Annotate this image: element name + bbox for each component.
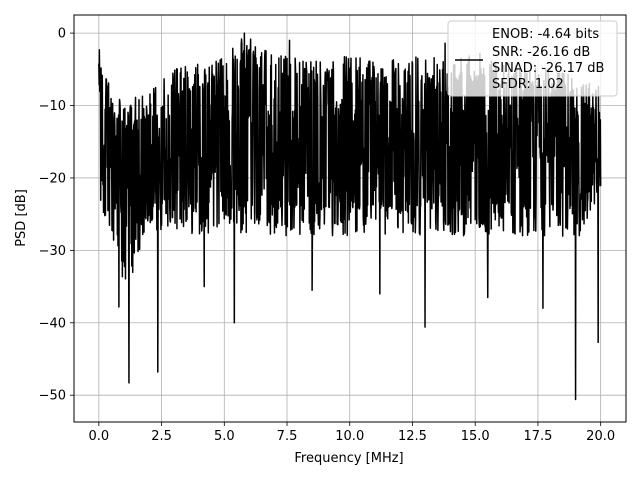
x-tick-label-1: 2.5: [151, 429, 172, 444]
legend-line-sinad: SINAD: -26.17 dB: [492, 61, 604, 76]
y-axis-ticks: 0 −10 −20 −30 −40 −50: [39, 27, 74, 404]
x-tick-label-8: 20.0: [586, 429, 615, 444]
y-tick-label-2: −20: [39, 171, 66, 186]
y-tick-label-3: −30: [39, 244, 66, 259]
x-tick-label-3: 7.5: [277, 429, 298, 444]
x-axis-ticks: 0.0 2.5 5.0 7.5 10.0 12.5 15.0 17.5 20.0: [88, 422, 615, 444]
x-tick-label-2: 5.0: [214, 429, 235, 444]
x-tick-label-6: 15.0: [461, 429, 490, 444]
psd-trace: [98, 32, 602, 401]
series-psd: [98, 32, 602, 401]
y-tick-label-4: −40: [39, 316, 66, 331]
x-tick-label-0: 0.0: [88, 429, 109, 444]
x-tick-label-7: 17.5: [523, 429, 552, 444]
legend-line-enob: ENOB: -4.64 bits: [492, 27, 599, 42]
y-tick-label-0: 0: [58, 27, 66, 42]
x-axis-label: Frequency [MHz]: [294, 451, 403, 466]
legend-line-snr: SNR: -26.16 dB: [492, 45, 590, 60]
x-tick-label-4: 10.0: [335, 429, 364, 444]
x-tick-label-5: 12.5: [398, 429, 427, 444]
y-tick-label-5: −50: [39, 389, 66, 404]
legend-box: [447, 20, 618, 97]
y-axis-label: PSD [dB]: [14, 189, 29, 247]
legend-line-sfdr: SFDR: 1.02: [492, 77, 564, 92]
y-tick-label-1: −10: [39, 99, 66, 114]
legend: ENOB: -4.64 bits SNR: -26.16 dB SINAD: -…: [447, 20, 618, 97]
